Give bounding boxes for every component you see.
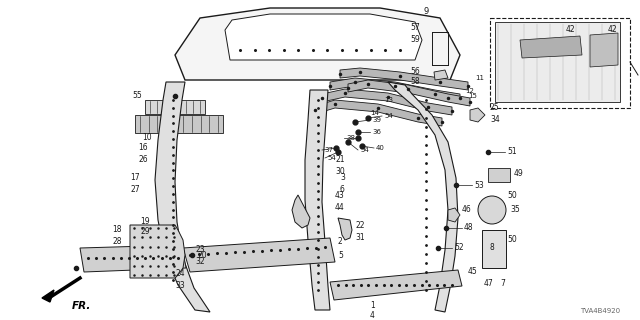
Text: 24: 24 (175, 269, 184, 278)
Text: 31: 31 (355, 233, 365, 242)
Text: 7: 7 (500, 279, 505, 289)
Text: 19: 19 (140, 218, 150, 227)
Polygon shape (340, 68, 468, 90)
Text: 6: 6 (340, 186, 345, 195)
Polygon shape (155, 82, 210, 312)
Text: 8: 8 (490, 244, 494, 252)
Polygon shape (338, 218, 352, 240)
Circle shape (478, 196, 506, 224)
Text: 14: 14 (370, 110, 379, 116)
Text: 45: 45 (468, 268, 477, 276)
Text: 17: 17 (131, 173, 140, 182)
Polygon shape (434, 70, 448, 80)
Polygon shape (225, 14, 422, 60)
Polygon shape (292, 195, 310, 228)
Polygon shape (590, 33, 618, 67)
Text: 34: 34 (490, 116, 500, 124)
Text: 23: 23 (195, 245, 205, 254)
Text: 5: 5 (338, 252, 343, 260)
Text: 29: 29 (140, 228, 150, 236)
Text: 58: 58 (410, 77, 420, 86)
Text: 43: 43 (335, 190, 345, 199)
Text: 22: 22 (355, 220, 365, 229)
Text: 1: 1 (370, 301, 375, 310)
Polygon shape (348, 80, 470, 106)
Bar (135, 115, 223, 133)
Bar (482, 230, 506, 268)
Text: 37: 37 (324, 147, 333, 153)
Text: 20: 20 (198, 251, 207, 260)
Text: 59: 59 (410, 36, 420, 44)
Text: 56: 56 (410, 68, 420, 76)
Bar (145, 100, 205, 114)
Text: 10: 10 (142, 133, 152, 142)
Polygon shape (183, 238, 335, 272)
Text: 44: 44 (335, 203, 345, 212)
Polygon shape (330, 78, 460, 102)
Polygon shape (495, 22, 620, 102)
Text: 49: 49 (514, 170, 524, 179)
Bar (488, 168, 510, 182)
Text: 16: 16 (138, 143, 148, 153)
Text: 48: 48 (464, 223, 474, 233)
Text: 12: 12 (465, 88, 474, 94)
Bar (490, 18, 630, 108)
Text: 3: 3 (340, 173, 345, 182)
Polygon shape (175, 8, 460, 80)
Polygon shape (42, 290, 54, 302)
Text: 54: 54 (360, 147, 369, 153)
Polygon shape (330, 270, 462, 300)
Text: 50: 50 (507, 190, 516, 199)
Text: 28: 28 (113, 237, 122, 246)
Text: 52: 52 (454, 244, 463, 252)
Text: 33: 33 (175, 282, 185, 291)
Text: 50: 50 (507, 236, 516, 244)
Text: 32: 32 (195, 258, 205, 267)
Text: 2: 2 (338, 237, 343, 246)
Text: 57: 57 (410, 23, 420, 33)
Polygon shape (388, 82, 458, 312)
Polygon shape (80, 245, 186, 272)
Text: 53: 53 (474, 180, 484, 189)
Text: FR.: FR. (72, 301, 92, 311)
Text: 54: 54 (327, 155, 336, 161)
Text: 35: 35 (510, 205, 520, 214)
Text: 38: 38 (346, 135, 355, 141)
Text: 55: 55 (132, 92, 142, 100)
Text: 9: 9 (424, 7, 429, 17)
Polygon shape (520, 36, 582, 58)
Text: 39: 39 (372, 117, 381, 123)
Text: 27: 27 (131, 186, 140, 195)
Text: 36: 36 (372, 129, 381, 135)
Text: 18: 18 (113, 226, 122, 235)
Text: 54: 54 (384, 113, 393, 119)
Polygon shape (305, 90, 330, 310)
Text: 25: 25 (490, 103, 500, 113)
Text: 4: 4 (370, 311, 375, 320)
Text: 46: 46 (462, 205, 472, 214)
Text: 11: 11 (475, 75, 484, 81)
Polygon shape (322, 89, 452, 115)
Text: 15: 15 (468, 93, 477, 99)
Text: 42: 42 (565, 26, 575, 35)
Text: 42: 42 (607, 26, 617, 35)
Text: 21: 21 (335, 156, 344, 164)
Text: 26: 26 (138, 156, 148, 164)
Text: 51: 51 (507, 148, 516, 156)
Polygon shape (315, 100, 442, 126)
Polygon shape (130, 225, 185, 278)
Text: 30: 30 (335, 167, 345, 177)
Polygon shape (448, 208, 460, 222)
Text: 47: 47 (484, 279, 493, 289)
Text: TVA4B4920: TVA4B4920 (580, 308, 620, 314)
Text: 13: 13 (384, 97, 393, 103)
Polygon shape (470, 108, 485, 122)
Text: 40: 40 (376, 145, 385, 151)
